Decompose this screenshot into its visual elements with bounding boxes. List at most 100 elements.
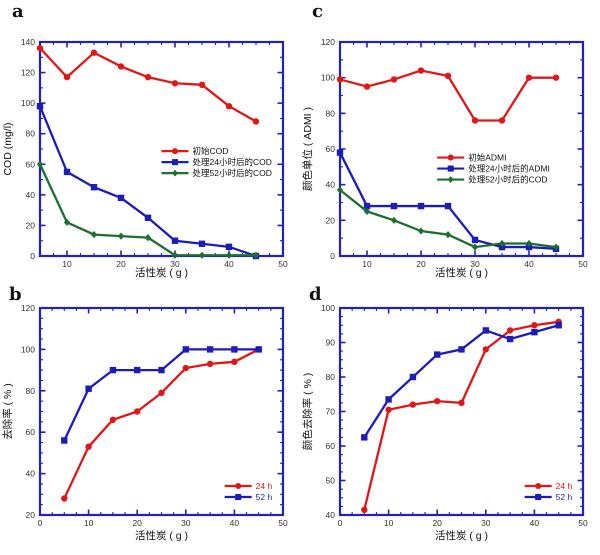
x-tick-label: 30 <box>181 518 191 528</box>
x-tick-label: 50 <box>278 259 288 269</box>
data-point-circle <box>144 73 152 81</box>
x-tick-label: 50 <box>578 259 588 269</box>
data-point-diamond <box>198 251 206 259</box>
data-point-square <box>63 168 71 176</box>
y-tick-label: 80 <box>26 129 36 139</box>
data-point-circle <box>361 506 368 514</box>
legend-label: 52 h <box>256 492 273 502</box>
data-point-circle <box>552 74 560 81</box>
x-tick-label: 20 <box>416 259 426 269</box>
y-tick-label: 100 <box>321 73 335 83</box>
data-point-circle <box>225 103 233 110</box>
data-point-diamond <box>225 251 233 259</box>
chart-removal-rate-vs-carbon: 0 10 20 30 40 50 20 40 60 80 100 120 活性炭 ( g ) 去除率 ( … <box>1 303 288 542</box>
legend-label: 处理52小时后的COD <box>193 168 272 178</box>
series <box>361 318 562 514</box>
data-point-circle <box>171 80 179 87</box>
data-point-square <box>506 335 514 343</box>
data-point-diamond <box>144 234 152 242</box>
data-point-circle <box>231 358 238 366</box>
data-point-square <box>134 366 141 374</box>
data-point-square <box>555 322 562 329</box>
legend-label: 24 h <box>256 481 273 491</box>
x-tick-label: 10 <box>84 518 94 528</box>
x-tick-label: 30 <box>170 259 180 269</box>
data-point-circle <box>385 406 392 413</box>
data-point-circle <box>198 81 206 89</box>
axes: 10 20 30 40 50 0 20 40 60 80 100 120 活性炭 ( g ) 颜色单位 (… <box>301 37 588 279</box>
data-point-diamond <box>552 243 560 251</box>
data-point-square <box>447 165 454 172</box>
data-point-circle <box>158 389 165 397</box>
data-point-diamond <box>63 218 71 226</box>
y-tick-label: 60 <box>26 427 36 437</box>
panel-letter-c: c <box>312 1 323 22</box>
data-point-circle <box>417 67 425 74</box>
legend: 24 h52 h <box>524 481 573 502</box>
data-point-circle <box>134 408 141 415</box>
data-point-square <box>444 202 452 210</box>
y-tick-label: 80 <box>26 386 36 396</box>
data-point-circle <box>525 74 533 81</box>
data-point-circle <box>363 83 371 90</box>
data-point-square <box>90 184 98 191</box>
data-point-diamond <box>172 169 178 177</box>
data-point-circle <box>252 118 260 125</box>
y-tick-label: 100 <box>321 303 335 313</box>
plot-frame <box>38 40 285 258</box>
data-point-square <box>482 327 489 334</box>
x-tick-label: 50 <box>278 518 288 528</box>
data-point-circle <box>498 117 506 124</box>
data-point-circle <box>482 346 489 353</box>
legend-label: 处理52小时后的COD <box>468 175 547 185</box>
y-tick-label: 80 <box>326 108 336 118</box>
x-tick-label: 30 <box>481 518 491 528</box>
y-axis-label: 去除率 ( % ) <box>1 383 14 440</box>
data-point-diamond <box>498 239 506 248</box>
y-tick-label: 20 <box>26 220 36 230</box>
x-tick-label: 40 <box>524 259 534 269</box>
series-line <box>339 189 557 249</box>
series-line <box>39 47 257 123</box>
data-point-square <box>158 366 165 374</box>
data-point-circle <box>90 49 98 56</box>
y-tick-label: 60 <box>326 144 336 154</box>
y-tick-label: 40 <box>26 190 36 200</box>
data-point-diamond <box>171 251 179 259</box>
series <box>36 160 260 259</box>
panel-c: c 10 20 30 40 50 0 20 40 60 80 100 120 活性炭 ( g ) 颜色单位… <box>300 0 600 280</box>
x-tick-label: 40 <box>530 518 540 528</box>
y-tick-label: 40 <box>326 510 336 520</box>
legend-label: 处理24小时后的ADMI <box>468 164 550 174</box>
x-tick-label: 40 <box>230 518 240 528</box>
y-tick-label: 0 <box>330 251 335 261</box>
data-point-square <box>363 202 371 210</box>
data-point-square <box>417 202 425 210</box>
y-axis-label: 颜色单位 ( ADMI ) <box>301 107 314 191</box>
y-tick-label: 60 <box>326 441 336 451</box>
y-tick-label: 60 <box>26 159 36 169</box>
x-axis-label: 活性炭 ( g ) <box>435 529 488 542</box>
panel-d: d 0 10 20 30 40 50 40 50 60 70 80 90 100 活性炭 ( g ) 颜色去… <box>300 278 600 555</box>
data-point-circle <box>535 482 542 490</box>
y-tick-label: 20 <box>326 215 336 225</box>
x-tick-label: 20 <box>116 259 126 269</box>
data-point-diamond <box>252 251 260 259</box>
data-point-square <box>225 243 233 251</box>
data-point-circle <box>235 482 242 490</box>
data-point-square <box>61 437 68 444</box>
data-point-circle <box>409 401 417 408</box>
data-point-square <box>434 351 441 358</box>
legend-label: 24 h <box>556 481 573 491</box>
legend-label: 52 h <box>556 492 573 502</box>
data-point-square <box>385 396 392 403</box>
series <box>336 186 560 251</box>
data-point-circle <box>206 360 214 368</box>
y-tick-label: 40 <box>326 180 336 190</box>
data-point-square <box>336 149 344 156</box>
x-tick-label: 20 <box>132 518 142 528</box>
plot-frame <box>338 306 585 517</box>
x-tick-label: 40 <box>224 259 234 269</box>
series <box>36 44 260 125</box>
x-tick-label: 0 <box>338 518 343 528</box>
